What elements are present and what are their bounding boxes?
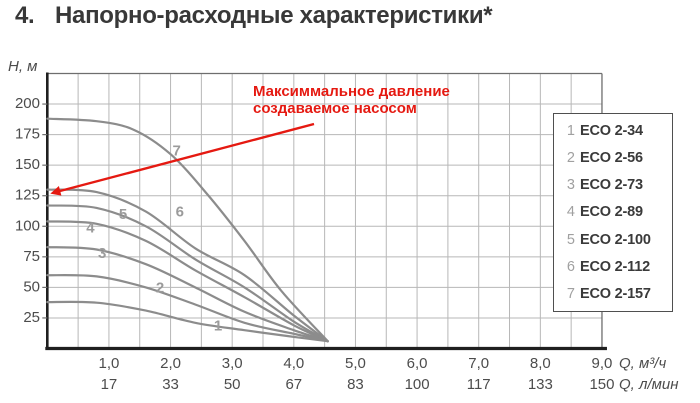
curve-number-label-1: 1 xyxy=(214,317,222,334)
x-tick-label-lmin: 67 xyxy=(285,376,302,393)
chart-legend: 1 ECO 2-34 2 ECO 2-56 3 ECO 2-73 4 ECO 2-89 5 ECO… xyxy=(553,113,673,312)
curve-number-label-4: 4 xyxy=(86,220,95,237)
x-tick-label-lmin: 150 xyxy=(589,376,614,393)
curve-2 xyxy=(46,274,329,343)
legend-item: 6 ECO 2-112 xyxy=(565,259,672,275)
annotation-arrow-head xyxy=(50,186,62,196)
legend-item-label: ECO 2-34 xyxy=(580,122,643,139)
legend-item-number: 7 xyxy=(566,286,575,303)
x-tick-label-m3h: 8,0 xyxy=(530,355,551,372)
x-axis-unit-m3h: Q, м³/ч xyxy=(619,355,666,372)
annotation-line-1: Максиммальное давление xyxy=(253,83,450,100)
y-tick-label: 50 xyxy=(23,278,40,295)
y-tick-label: 75 xyxy=(23,248,40,265)
x-tick-label-m3h: 6,0 xyxy=(407,355,428,372)
x-tick-label-lmin: 17 xyxy=(101,376,118,393)
curve-number-label-7: 7 xyxy=(173,143,181,160)
curve-1 xyxy=(46,300,329,343)
curve-number-label-2: 2 xyxy=(156,279,164,296)
annotation-max-pressure: Максиммальное давление создаваемое насос… xyxy=(253,83,493,117)
x-tick-label-m3h: 9,0 xyxy=(592,355,613,372)
legend-item-number: 1 xyxy=(566,122,575,139)
x-tick-label-m3h: 3,0 xyxy=(222,355,243,372)
x-tick-label-m3h: 1,0 xyxy=(99,355,120,372)
y-tick-label: 150 xyxy=(15,156,40,173)
x-tick-label-lmin: 133 xyxy=(528,376,553,393)
legend-item-number: 5 xyxy=(566,231,575,248)
legend-item-label: ECO 2-56 xyxy=(580,149,643,166)
x-tick-label-m3h: 7,0 xyxy=(468,355,489,372)
legend-item: 7 ECO 2-157 xyxy=(565,286,672,302)
y-axis-title: H, м xyxy=(8,58,37,75)
curve-4 xyxy=(46,220,329,343)
x-tick-label-m3h: 2,0 xyxy=(160,355,181,372)
x-tick-label-m3h: 5,0 xyxy=(345,355,366,372)
y-tick-label: 25 xyxy=(23,309,40,326)
legend-item-label: ECO 2-112 xyxy=(580,259,650,276)
annotation-arrow-line xyxy=(59,122,315,193)
x-axis-unit-lmin: Q, л/мин xyxy=(619,376,679,393)
title-text: Напорно-расходные характеристики* xyxy=(55,2,493,29)
legend-item: 1 ECO 2-34 xyxy=(565,123,672,139)
legend-rows: 1 ECO 2-34 2 ECO 2-56 3 ECO 2-73 4 ECO 2-89 5 ECO… xyxy=(565,117,672,308)
legend-item: 3 ECO 2-73 xyxy=(565,177,672,193)
legend-item: 2 ECO 2-56 xyxy=(565,150,672,166)
legend-item-number: 4 xyxy=(566,204,575,221)
curve-6 xyxy=(46,188,329,343)
curve-number-label-6: 6 xyxy=(176,204,184,221)
legend-item: 4 ECO 2-89 xyxy=(565,204,672,220)
legend-item-number: 6 xyxy=(566,259,575,276)
x-tick-label-lmin: 83 xyxy=(347,376,364,393)
legend-item-label: ECO 2-100 xyxy=(580,231,651,248)
x-tick-label-lmin: 117 xyxy=(467,376,491,393)
y-tick-label: 175 xyxy=(15,126,40,143)
y-tick-label: 200 xyxy=(15,95,40,112)
curve-number-label-5: 5 xyxy=(119,206,127,223)
legend-item-label: ECO 2-157 xyxy=(580,286,651,303)
legend-item-number: 2 xyxy=(566,149,575,166)
annotation-line-2: создаваемое насосом xyxy=(253,100,417,117)
x-tick-label-m3h: 4,0 xyxy=(283,355,304,372)
y-tick-label: 100 xyxy=(15,217,40,234)
legend-item: 5 ECO 2-100 xyxy=(565,232,672,248)
title-number: 4. xyxy=(15,2,35,29)
curve-3 xyxy=(46,246,329,343)
curve-5 xyxy=(46,204,329,343)
x-tick-label-lmin: 100 xyxy=(405,376,430,393)
curve-7 xyxy=(46,117,329,343)
curve-number-label-3: 3 xyxy=(98,245,106,262)
y-tick-label: 125 xyxy=(15,187,40,204)
page-title: 4. Напорно-расходные характеристики* xyxy=(15,2,493,30)
x-tick-label-lmin: 33 xyxy=(162,376,179,393)
legend-item-number: 3 xyxy=(566,177,575,194)
legend-item-label: ECO 2-89 xyxy=(580,204,643,221)
x-tick-label-lmin: 50 xyxy=(224,376,241,393)
legend-item-label: ECO 2-73 xyxy=(580,177,643,194)
